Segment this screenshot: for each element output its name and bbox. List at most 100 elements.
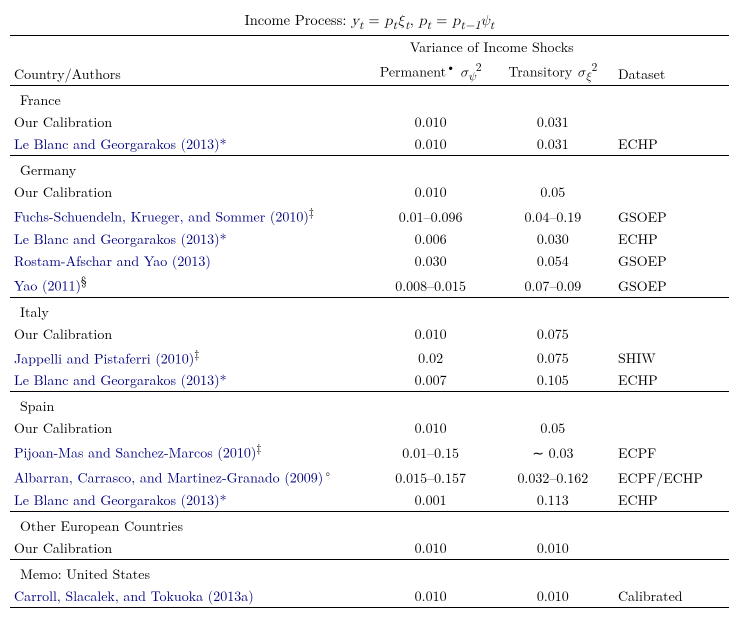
- footnote-mark: ‡: [194, 346, 199, 362]
- citation-link[interactable]: Le Blanc and Georgarakos (2013)*: [14, 134, 227, 154]
- section-header: Other European Countries: [10, 511, 729, 537]
- author-cell: Pijoan-Mas and Sanchez-Marcos (2010)‡: [10, 439, 370, 464]
- footnote-mark: §: [81, 273, 87, 289]
- transitory-cell: 0.010: [492, 537, 614, 560]
- transitory-cell: 0.05: [492, 417, 614, 439]
- transitory-cell: 0.04–0.19: [492, 203, 614, 228]
- header-permanent: Permanent• σψ2: [370, 58, 492, 86]
- section-header: Germany: [10, 156, 729, 182]
- table-row: Yao (2011)§ 0.008–0.0150.07–0.09GSOEP: [10, 272, 729, 297]
- dataset-cell: GSOEP: [614, 272, 729, 297]
- permanent-cell: 0.010: [370, 537, 492, 560]
- permanent-cell: 0.01–0.15: [370, 439, 492, 464]
- permanent-cell: 0.030: [370, 250, 492, 272]
- author-cell: Our Calibration: [10, 111, 370, 133]
- transitory-cell: 0.054: [492, 250, 614, 272]
- permanent-cell: 0.010: [370, 133, 492, 156]
- dataset-cell: [614, 537, 729, 560]
- transitory-cell: ∼ 0.03: [492, 439, 614, 464]
- author-cell: Our Calibration: [10, 181, 370, 203]
- dataset-cell: [614, 323, 729, 345]
- header-country: Country/Authors: [10, 35, 370, 85]
- transitory-cell: 0.05: [492, 181, 614, 203]
- permanent-cell: 0.01–0.096: [370, 203, 492, 228]
- permanent-cell: 0.010: [370, 417, 492, 439]
- section-header: Memo: United States: [10, 559, 729, 585]
- citation-link[interactable]: Le Blanc and Georgarakos (2013)*: [14, 229, 227, 249]
- footnote-mark: ‡: [256, 440, 261, 456]
- transitory-cell: 0.031: [492, 111, 614, 133]
- footnote-mark: ◦: [323, 465, 332, 481]
- author-cell: Jappelli and Pistaferri (2010)‡: [10, 345, 370, 370]
- citation-link[interactable]: Pijoan-Mas and Sanchez-Marcos (2010): [14, 443, 256, 463]
- income-process-table: Income Process: yt = ptξt, pt = pt−1ψt C…: [10, 10, 729, 608]
- table-row: Le Blanc and Georgarakos (2013)* 0.0010.1…: [10, 489, 729, 512]
- author-cell: Le Blanc and Georgarakos (2013)*: [10, 228, 370, 250]
- transitory-cell: 0.075: [492, 323, 614, 345]
- dataset-cell: [614, 417, 729, 439]
- table-row: Le Blanc and Georgarakos (2013)* 0.0070.1…: [10, 369, 729, 392]
- citation-link[interactable]: Fuchs-Schuendeln, Krueger, and Sommer (2…: [14, 207, 309, 227]
- citation-link[interactable]: Albarran, Carrasco, and Martinez-Granado…: [14, 468, 323, 488]
- citation-link[interactable]: Yao (2011): [14, 276, 81, 296]
- author-cell: Our Calibration: [10, 537, 370, 560]
- transitory-cell: 0.030: [492, 228, 614, 250]
- author-cell: Our Calibration: [10, 417, 370, 439]
- table-row: Albarran, Carrasco, and Martinez-Granado…: [10, 464, 729, 489]
- dataset-cell: ECPF/ECHP: [614, 464, 729, 489]
- permanent-cell: 0.007: [370, 369, 492, 392]
- dataset-cell: GSOEP: [614, 250, 729, 272]
- header-variance-span: Variance of Income Shocks: [370, 35, 614, 58]
- author-cell: Albarran, Carrasco, and Martinez-Granado…: [10, 464, 370, 489]
- author-cell: Rostam-Afschar and Yao (2013): [10, 250, 370, 272]
- permanent-cell: 0.010: [370, 323, 492, 345]
- author-cell: Carroll, Slacalek, and Tokuoka (2013a): [10, 585, 370, 608]
- dataset-cell: ECPF: [614, 439, 729, 464]
- permanent-cell: 0.001: [370, 489, 492, 512]
- transitory-cell: 0.113: [492, 489, 614, 512]
- author-cell: Our Calibration: [10, 323, 370, 345]
- transitory-cell: 0.07–0.09: [492, 272, 614, 297]
- data-table: Country/Authors Variance of Income Shock…: [10, 35, 729, 608]
- dataset-cell: Calibrated: [614, 585, 729, 608]
- permanent-cell: 0.008–0.015: [370, 272, 492, 297]
- table-title: Income Process: yt = ptξt, pt = pt−1ψt: [10, 10, 729, 35]
- citation-link[interactable]: Le Blanc and Georgarakos (2013)*: [14, 370, 227, 390]
- table-row: Our Calibration0.0100.075: [10, 323, 729, 345]
- header-transitory: Transitory σξ2: [492, 58, 614, 86]
- dataset-cell: ECHP: [614, 133, 729, 156]
- permanent-cell: 0.010: [370, 585, 492, 608]
- author-cell: Le Blanc and Georgarakos (2013)*: [10, 369, 370, 392]
- transitory-cell: 0.105: [492, 369, 614, 392]
- table-row: Jappelli and Pistaferri (2010)‡0.020.075…: [10, 345, 729, 370]
- permanent-cell: 0.02: [370, 345, 492, 370]
- table-row: Our Calibration0.0100.010: [10, 537, 729, 560]
- dataset-cell: ECHP: [614, 228, 729, 250]
- author-cell: Le Blanc and Georgarakos (2013)*: [10, 489, 370, 512]
- citation-link[interactable]: Rostam-Afschar and Yao (2013): [14, 251, 211, 271]
- dataset-cell: [614, 181, 729, 203]
- section-header: Italy: [10, 297, 729, 323]
- dataset-cell: ECHP: [614, 369, 729, 392]
- transitory-cell: 0.010: [492, 585, 614, 608]
- citation-link[interactable]: Le Blanc and Georgarakos (2013)*: [14, 490, 227, 510]
- table-row: Le Blanc and Georgarakos (2013)*0.0060.0…: [10, 228, 729, 250]
- citation-link[interactable]: Jappelli and Pistaferri (2010): [14, 348, 194, 368]
- table-row: Le Blanc and Georgarakos (2013)* 0.0100.0…: [10, 133, 729, 156]
- table-row: Our Calibration0.0100.05: [10, 417, 729, 439]
- transitory-cell: 0.075: [492, 345, 614, 370]
- author-cell: Le Blanc and Georgarakos (2013)*: [10, 133, 370, 156]
- dataset-cell: SHIW: [614, 345, 729, 370]
- footnote-mark: ‡: [309, 204, 314, 220]
- transitory-cell: 0.031: [492, 133, 614, 156]
- permanent-cell: 0.010: [370, 111, 492, 133]
- transitory-cell: 0.032–0.162: [492, 464, 614, 489]
- dataset-cell: GSOEP: [614, 203, 729, 228]
- section-header: Spain: [10, 392, 729, 418]
- dataset-cell: ECHP: [614, 489, 729, 512]
- table-row: Carroll, Slacalek, and Tokuoka (2013a) 0.…: [10, 585, 729, 608]
- citation-link[interactable]: Carroll, Slacalek, and Tokuoka (2013a): [14, 586, 254, 606]
- dataset-cell: [614, 111, 729, 133]
- table-row: Pijoan-Mas and Sanchez-Marcos (2010)‡0.0…: [10, 439, 729, 464]
- table-row: Fuchs-Schuendeln, Krueger, and Sommer (2…: [10, 203, 729, 228]
